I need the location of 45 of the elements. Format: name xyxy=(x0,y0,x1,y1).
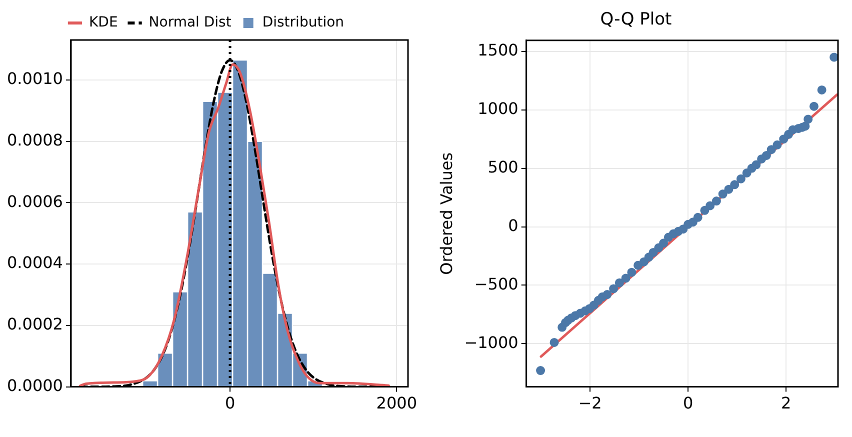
x-tick-label: 0 xyxy=(224,394,236,413)
point xyxy=(712,196,721,206)
legend-label: Normal Dist xyxy=(148,14,232,31)
legend-label: Distribution xyxy=(262,14,344,31)
y-tick-label: 0.0008 xyxy=(7,130,63,150)
point xyxy=(609,284,618,294)
x-tick-label: 0 xyxy=(682,394,694,413)
point xyxy=(752,160,761,170)
point xyxy=(772,140,782,150)
point xyxy=(762,150,771,160)
point xyxy=(602,290,612,300)
y-tick-label: 1000 xyxy=(478,99,518,118)
y-tick-label: 0.0002 xyxy=(7,314,63,334)
point xyxy=(724,184,734,194)
x-tick-label: 2 xyxy=(780,394,792,413)
point xyxy=(706,201,715,210)
y-tick-label: 0.0006 xyxy=(7,192,63,211)
y-axis-title: Ordered Values xyxy=(436,152,456,275)
point xyxy=(627,268,636,277)
y-tick-label: −500 xyxy=(474,274,518,294)
point xyxy=(766,145,776,154)
y-tick-label: 1500 xyxy=(478,40,518,60)
point xyxy=(830,52,838,62)
y-tick-label: −1000 xyxy=(464,332,518,352)
x-tick-label: −2 xyxy=(578,394,602,413)
y-tick-label: 0.0010 xyxy=(7,69,63,88)
point xyxy=(614,278,624,288)
y-tick-label: 0.0000 xyxy=(7,376,63,395)
y-tick-label: 500 xyxy=(488,157,518,176)
point xyxy=(730,180,740,190)
point xyxy=(736,174,746,184)
point xyxy=(693,212,702,222)
y-tick-label: 0.0004 xyxy=(7,253,63,272)
y-tick-label: 0 xyxy=(508,216,518,235)
point xyxy=(817,85,826,94)
point xyxy=(550,338,559,347)
legend-label: KDE xyxy=(88,14,118,31)
point xyxy=(659,238,668,248)
point xyxy=(536,366,546,376)
point xyxy=(809,102,818,111)
chart-title: Q-Q Plot xyxy=(600,10,672,30)
x-tick-label: 2000 xyxy=(376,394,418,413)
point xyxy=(621,274,630,283)
point xyxy=(804,114,813,124)
point xyxy=(718,190,728,199)
